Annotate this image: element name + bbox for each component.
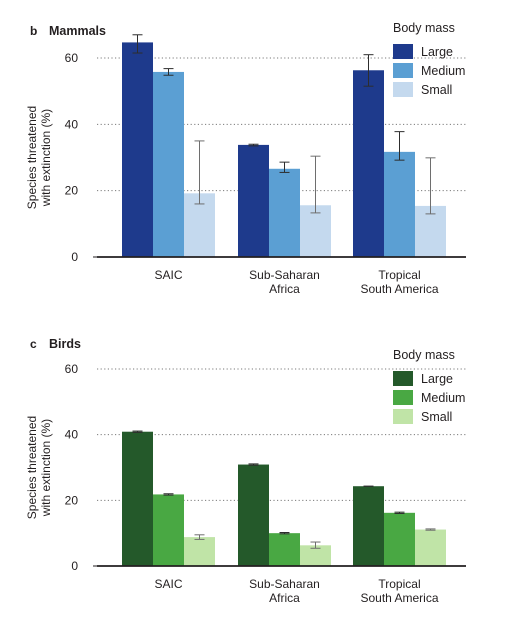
bar-small <box>300 205 331 257</box>
bar-medium <box>153 71 184 258</box>
error-bar <box>194 140 205 205</box>
x-category-label: Tropical <box>378 577 420 591</box>
error-bar <box>248 143 259 147</box>
error-bar <box>394 131 405 161</box>
legend-label: Large <box>421 372 453 386</box>
legend-swatch <box>393 63 413 78</box>
bar-small <box>415 205 446 257</box>
y-tick-label: 20 <box>65 493 79 507</box>
x-category-label: South America <box>360 591 438 605</box>
bar-small <box>184 537 215 566</box>
panel-title: Mammals <box>49 24 106 38</box>
error-bar <box>163 68 174 76</box>
error-bar <box>310 155 321 214</box>
bar-medium <box>384 512 415 566</box>
x-category-label: Sub-Saharan <box>249 268 320 282</box>
legend-item: Large <box>393 371 453 386</box>
y-axis-label-line: Species threatened <box>25 416 39 519</box>
error-bar <box>425 528 436 531</box>
y-tick-label: 60 <box>65 362 79 376</box>
legend-swatch <box>393 409 413 424</box>
y-tick-label: 40 <box>65 117 79 131</box>
legend-label: Medium <box>421 64 465 78</box>
x-category-label: South America <box>360 282 438 296</box>
legend-item: Small <box>393 409 452 424</box>
bar-small <box>415 529 446 566</box>
bar-large <box>122 431 153 566</box>
y-tick-label: 0 <box>71 559 78 573</box>
bar-medium <box>269 533 300 566</box>
y-tick-label: 40 <box>65 428 79 442</box>
bar-medium <box>384 151 415 257</box>
x-category-label: Africa <box>269 282 300 296</box>
bar-medium <box>269 168 300 257</box>
legend-item: Medium <box>393 390 465 405</box>
error-bar <box>363 54 374 87</box>
y-tick-label: 60 <box>65 51 79 65</box>
panel-title: Birds <box>49 337 81 351</box>
legend-label: Small <box>421 83 452 97</box>
chart-panel-birds: c Birds 0 20 40 60 Species threatened with exti… <box>25 337 466 605</box>
legend-label: Large <box>421 45 453 59</box>
chart-panel-mammals: b Mammals 0 20 40 60 Species threatened with ex… <box>25 21 466 296</box>
legend-title: Body mass <box>393 348 455 362</box>
x-category-label: Sub-Saharan <box>249 577 320 591</box>
error-bar <box>310 541 321 549</box>
bar-small <box>300 545 331 566</box>
error-bar <box>194 534 205 540</box>
panel-letter: c <box>30 337 37 351</box>
x-category-label: SAIC <box>154 577 182 591</box>
legend-swatch <box>393 390 413 405</box>
y-axis-label-line: with extinction (%) <box>39 109 53 207</box>
legend-item: Small <box>393 82 452 97</box>
error-bar <box>132 430 143 433</box>
y-axis-label: Species threatened with extinction (%) <box>25 106 53 209</box>
error-bar <box>248 463 259 466</box>
legend-swatch <box>393 371 413 386</box>
x-category-label: SAIC <box>154 268 182 282</box>
panel-letter: b <box>30 24 37 38</box>
bar-large <box>238 464 269 566</box>
legend-label: Small <box>421 410 452 424</box>
y-tick-label: 0 <box>71 250 78 264</box>
bar-medium <box>153 494 184 566</box>
error-bar <box>279 532 290 535</box>
error-bar <box>132 34 143 54</box>
y-axis-label-line: Species threatened <box>25 106 39 209</box>
legend-swatch <box>393 82 413 97</box>
bar-large <box>238 144 269 257</box>
legend-item: Medium <box>393 63 465 78</box>
error-bar <box>163 493 174 496</box>
y-tick-label: 20 <box>65 184 79 198</box>
bar-large <box>353 486 384 566</box>
legend-swatch <box>393 44 413 59</box>
bar-large <box>353 70 384 257</box>
y-axis-label: Species threatened with extinction (%) <box>25 416 53 519</box>
legend-label: Medium <box>421 391 465 405</box>
error-bar <box>425 157 436 215</box>
bar-large <box>122 42 153 257</box>
y-axis-label-line: with extinction (%) <box>39 419 53 517</box>
x-category-label: Tropical <box>378 268 420 282</box>
error-bar <box>394 511 405 514</box>
legend-item: Large <box>393 44 453 59</box>
x-category-label: Africa <box>269 591 300 605</box>
error-bar <box>279 161 290 173</box>
legend-title: Body mass <box>393 21 455 35</box>
